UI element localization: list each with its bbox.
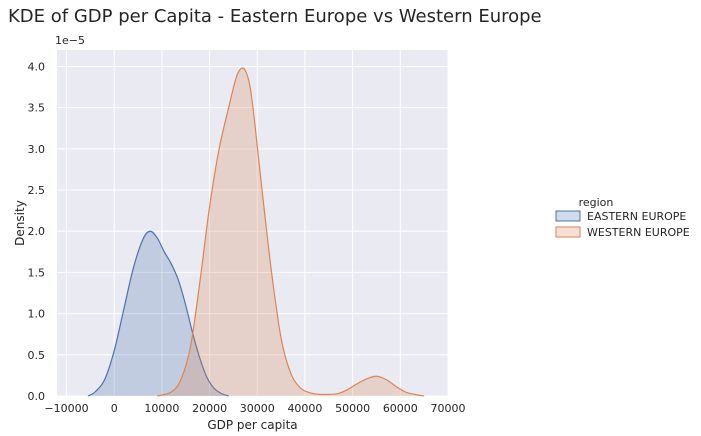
legend: region EASTERN EUROPE WESTERN EUROPE xyxy=(555,196,690,239)
y-tick-label: 2.5 xyxy=(28,184,46,197)
y-tick-label: 1.5 xyxy=(28,266,46,279)
grid xyxy=(57,50,449,397)
x-tick-label: 10000 xyxy=(144,402,179,415)
legend-label: EASTERN EUROPE xyxy=(587,210,686,223)
y-tick-label: 0.5 xyxy=(28,349,46,362)
x-tick-label: −10000 xyxy=(44,402,88,415)
y-tick-label: 1.0 xyxy=(28,308,46,321)
x-tick-label: 40000 xyxy=(287,402,322,415)
x-axis: −10000 0 10000 20000 30000 40000 50000 60000 700… xyxy=(44,402,465,415)
y-tick-label: 0.0 xyxy=(28,390,46,403)
series-line-0 xyxy=(87,230,229,397)
x-tick-label: 0 xyxy=(111,402,118,415)
series-group xyxy=(87,67,425,397)
series-line-1 xyxy=(156,67,425,397)
x-tick-label: 70000 xyxy=(431,402,466,415)
y-tick-label: 4.0 xyxy=(28,60,46,73)
y-tick-label: 3.0 xyxy=(28,143,46,156)
x-tick-label: 20000 xyxy=(192,402,227,415)
x-tick-label: 60000 xyxy=(383,402,418,415)
legend-title: region xyxy=(579,196,614,209)
y-axis-label: Density xyxy=(13,200,27,246)
x-tick-label: 30000 xyxy=(240,402,275,415)
legend-swatch xyxy=(555,210,581,222)
y-tick-label: 3.5 xyxy=(28,102,46,115)
series-area-1 xyxy=(157,68,425,396)
y-offset-text: 1e−5 xyxy=(55,34,85,47)
x-axis-label: GDP per capita xyxy=(207,418,297,432)
chart-title: KDE of GDP per Capita - Eastern Europe v… xyxy=(8,6,542,27)
legend-label: WESTERN EUROPE xyxy=(587,226,690,239)
legend-swatch xyxy=(555,226,581,238)
y-tick-label: 2.0 xyxy=(28,225,46,238)
y-axis: 0.0 0.5 1.0 1.5 2.0 2.5 3.0 3.5 4.0 xyxy=(28,60,46,403)
x-tick-label: 50000 xyxy=(335,402,370,415)
series-area-0 xyxy=(87,231,229,396)
